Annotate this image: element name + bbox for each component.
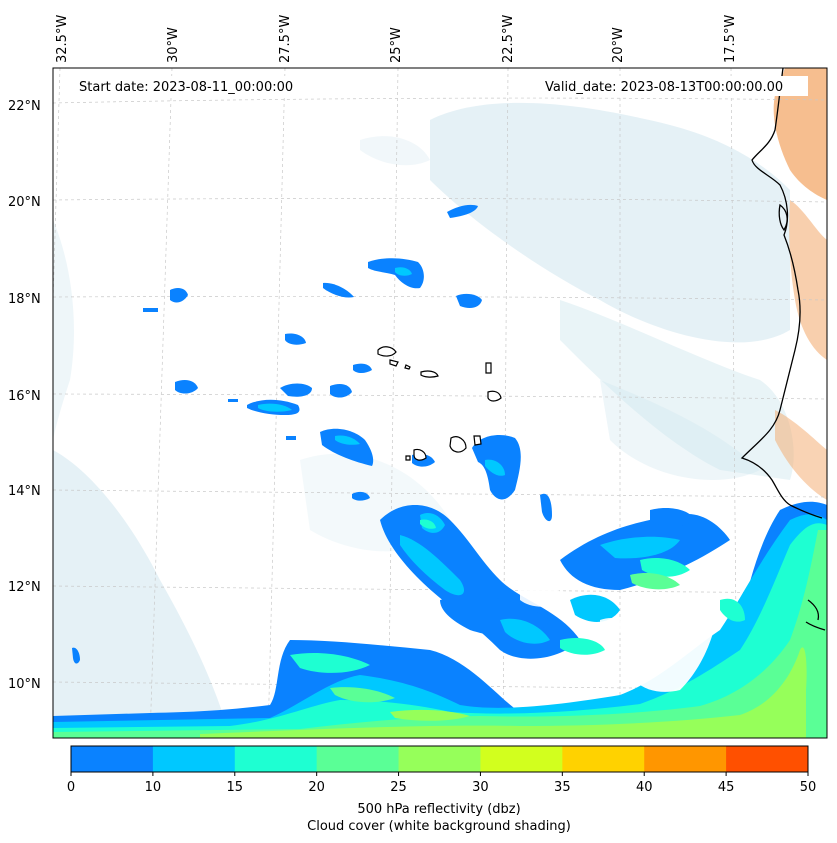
start-date-label: Start date: 2023-08-11_00:00:00 <box>79 80 293 95</box>
map-frame <box>52 67 828 739</box>
colorbar-tick-label: 15 <box>227 780 244 795</box>
cloud-cover-shading <box>53 102 794 738</box>
map-header: Start date: 2023-08-11_00:00:00 Valid_da… <box>70 76 808 96</box>
lon-label-4: 22.5°W <box>501 15 516 63</box>
colorbar-swatch <box>316 746 400 772</box>
colorbar-tick-label: 40 <box>636 780 653 795</box>
colorbar-tick-label: 10 <box>145 780 162 795</box>
coastline <box>740 68 826 631</box>
lat-label-3: 16°N <box>8 389 41 404</box>
colorbar-swatch <box>398 746 481 772</box>
lon-label-3: 25°W <box>389 27 404 63</box>
colorbar-label-line1: 500 hPa reflectivity (dbz) <box>357 802 520 817</box>
longitude-labels: 32.5°W 30°W 27.5°W 25°W 22.5°W 20°W 17.5… <box>55 15 738 63</box>
lat-label-2: 18°N <box>8 292 41 307</box>
lat-label-4: 14°N <box>8 484 41 499</box>
colorbar-swatch <box>71 746 154 772</box>
islands <box>377 346 502 461</box>
lon-label-6: 17.5°W <box>723 15 738 63</box>
colorbar-tick-label: 35 <box>554 780 571 795</box>
colorbar-tick-label: 30 <box>472 780 489 795</box>
lon-label-5: 20°W <box>611 27 626 63</box>
map-content: Start date: 2023-08-11_00:00:00 Valid_da… <box>53 68 827 738</box>
colorbar: 0 10 15 20 25 30 35 40 45 50 500 hPa reflectivity… <box>67 745 816 834</box>
start-date-background <box>70 76 318 96</box>
colorbar-ticks: 0 10 15 20 25 30 35 40 45 50 <box>67 772 816 795</box>
colorbar-tick-label: 0 <box>67 780 75 795</box>
valid-date-label: Valid_date: 2023-08-13T00:00:00.00 <box>545 80 783 95</box>
lat-label-0: 22°N <box>8 99 41 114</box>
colorbar-tick-label: 20 <box>308 780 325 795</box>
colorbar-swatch <box>644 746 727 772</box>
colorbar-label-line2: Cloud cover (white background shading) <box>307 819 571 834</box>
lat-label-6: 10°N <box>8 677 41 692</box>
reflectivity-layer-25-30 <box>200 647 807 738</box>
lon-label-1: 30°W <box>166 27 181 63</box>
clear-gaps <box>520 584 720 692</box>
colorbar-tick-label: 25 <box>390 780 407 795</box>
colorbar-swatch <box>562 746 645 772</box>
colorbar-tick-label: 50 <box>800 780 817 795</box>
valid-date-background <box>540 76 808 96</box>
latitude-labels: 22°N 20°N 18°N 16°N 14°N 12°N 10°N <box>8 99 41 692</box>
colorbar-tick-label: 45 <box>718 780 735 795</box>
colorbar-swatches <box>71 746 809 772</box>
lon-label-2: 27.5°W <box>278 15 293 63</box>
colorbar-swatch <box>234 746 318 772</box>
colorbar-frame <box>70 745 809 773</box>
lat-label-5: 12°N <box>8 580 41 595</box>
colorbar-swatch <box>726 746 809 772</box>
lon-label-0: 32.5°W <box>55 15 70 63</box>
land-shading <box>773 68 827 500</box>
colorbar-swatch <box>480 746 563 772</box>
lat-label-1: 20°N <box>8 195 41 210</box>
colorbar-swatch <box>152 746 236 772</box>
